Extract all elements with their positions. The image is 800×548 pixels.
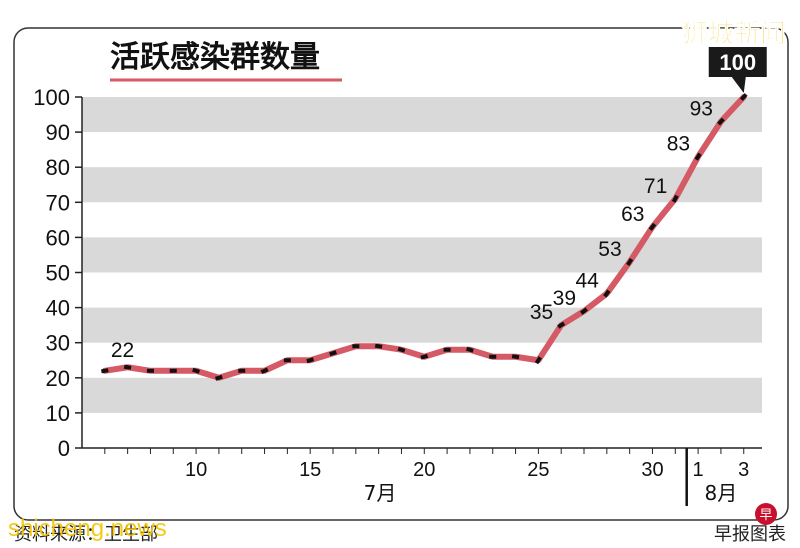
x-tick-label: 15 [299, 459, 321, 481]
y-tick-label: 90 [46, 120, 70, 145]
data-point [101, 368, 109, 374]
y-tick-label: 70 [46, 190, 70, 215]
x-tick-label: 20 [413, 459, 435, 481]
grid-band [82, 237, 762, 273]
series-line [101, 93, 748, 381]
y-tick-label: 0 [58, 436, 70, 461]
callout-box [708, 47, 767, 77]
data-point [123, 364, 132, 370]
data-label: 93 [690, 98, 713, 121]
month-label: 7月 [364, 481, 397, 505]
grid-bands [82, 97, 762, 413]
data-point [283, 358, 291, 363]
chart-title: 活跃感染群数量 [110, 40, 320, 75]
data-label: 39 [553, 287, 576, 310]
data-point [739, 93, 748, 101]
data-label: 44 [575, 270, 599, 293]
data-point [489, 354, 497, 359]
data-point [626, 257, 634, 266]
y-tick-label: 60 [46, 225, 70, 250]
data-point [557, 321, 566, 329]
y-tick-label: 20 [46, 366, 70, 391]
data-label: 53 [598, 238, 621, 261]
data-point [465, 346, 474, 353]
x-axis: 10 15 20 25 30 1 3 7月 8月 [82, 447, 762, 506]
data-point [648, 222, 657, 231]
y-tick-label: 80 [46, 155, 70, 180]
data-point [260, 367, 269, 375]
data-point [192, 367, 201, 374]
data-point [238, 368, 246, 373]
zaobao-logo-icon: 早 [755, 503, 777, 525]
y-tick-label: 10 [46, 401, 70, 426]
svg-text:早: 早 [759, 508, 772, 523]
data-point [146, 368, 154, 373]
y-tick-label: 30 [46, 331, 70, 356]
data-label: 63 [621, 203, 644, 226]
x-tick-label: 10 [185, 459, 207, 481]
data-point [329, 350, 337, 357]
data-point [694, 152, 702, 161]
data-label: 83 [667, 133, 690, 156]
data-point [374, 343, 383, 349]
data-point [214, 374, 223, 381]
x-tick-label: 3 [738, 459, 749, 481]
data-point [534, 356, 542, 365]
watermark-top: 狮城新闻 [682, 18, 786, 49]
data-point [397, 346, 406, 353]
grid-band [82, 377, 762, 413]
data-label: 71 [644, 175, 667, 198]
grid-band [82, 167, 762, 203]
watermark-bottom: shicheng.news [8, 515, 167, 542]
callout-pointer [731, 77, 746, 93]
x-tick-label: 25 [527, 459, 549, 481]
data-point [580, 307, 589, 315]
y-tick-label: 100 [33, 85, 70, 110]
data-label: 35 [530, 301, 553, 324]
data-point [443, 347, 451, 352]
x-tick-label: 30 [641, 459, 663, 481]
data-point [420, 353, 429, 360]
grid-band [82, 97, 762, 133]
y-tick-label: 40 [46, 296, 70, 321]
data-label: 22 [111, 339, 134, 362]
data-point [671, 194, 679, 203]
credit-label: 早报图表 [714, 524, 786, 545]
data-point [717, 117, 725, 126]
data-label: 100 [719, 50, 756, 75]
y-axis: 0 10 20 30 40 50 60 70 80 90 100 [33, 85, 83, 461]
y-tick-label: 50 [46, 261, 70, 286]
x-tick-label: 1 [693, 459, 704, 481]
data-point [352, 344, 360, 349]
data-point [603, 289, 611, 298]
source-note: 资料来源：卫生部 [14, 524, 158, 545]
grid-band [82, 307, 762, 343]
data-point [169, 368, 177, 373]
data-point [511, 354, 520, 360]
data-point [306, 357, 315, 364]
month-label: 8月 [705, 481, 738, 505]
